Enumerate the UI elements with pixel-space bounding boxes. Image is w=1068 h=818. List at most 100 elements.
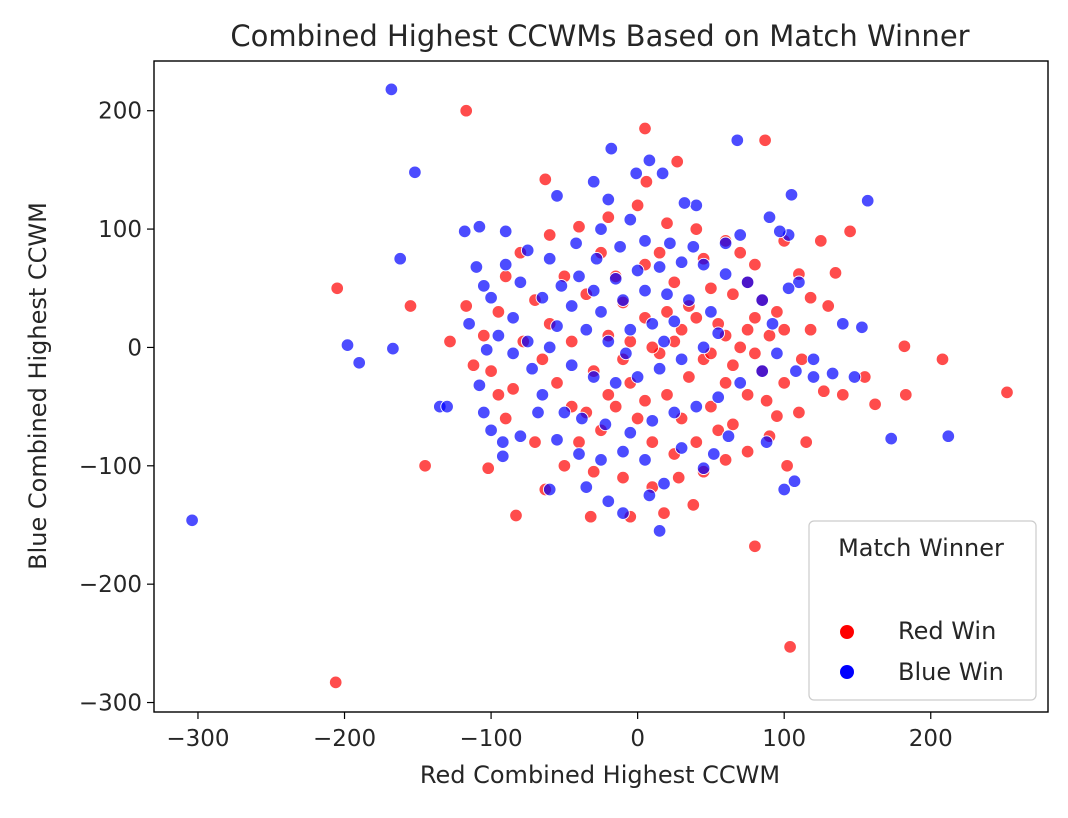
point-red-win-115 — [733, 245, 747, 260]
point-red-win-14 — [509, 508, 523, 523]
point-red-win-46 — [718, 453, 733, 467]
point-blue-win-84 — [608, 272, 623, 286]
point-red-win-11 — [443, 334, 457, 349]
point-blue-win-78 — [740, 275, 755, 290]
point-blue-win-72 — [711, 390, 725, 404]
point-red-win-117 — [572, 435, 586, 449]
point-blue-win-16 — [498, 224, 513, 239]
point-blue-win-49 — [773, 224, 787, 239]
point-red-win-112 — [652, 245, 667, 260]
point-red-win-126 — [740, 322, 755, 337]
point-red-win-10 — [459, 299, 473, 313]
point-red-win-12 — [466, 358, 481, 372]
point-blue-win-20 — [477, 279, 491, 293]
point-blue-win-134 — [792, 275, 806, 290]
point-red-win-101 — [704, 399, 718, 414]
point-red-win-122 — [645, 340, 660, 355]
point-red-win-58 — [491, 305, 506, 319]
point-red-win-111 — [506, 382, 520, 396]
point-red-win-56 — [484, 364, 498, 378]
point-blue-win-55 — [623, 212, 638, 227]
y-tick-label: 200 — [98, 99, 142, 125]
point-blue-win-73 — [733, 376, 747, 390]
point-blue-win-28 — [513, 429, 528, 443]
point-red-win-68 — [748, 257, 762, 272]
point-blue-win-76 — [765, 317, 780, 331]
point-red-win-43 — [792, 405, 806, 420]
point-blue-win-126 — [884, 431, 898, 446]
point-blue-win-63 — [525, 361, 539, 376]
legend-label-red-win: Red Win — [898, 617, 996, 645]
point-red-win-119 — [726, 417, 740, 432]
point-blue-win-24 — [472, 378, 487, 393]
point-blue-win-100 — [638, 283, 652, 298]
point-blue-win-32 — [616, 506, 630, 520]
point-red-win-102 — [718, 376, 733, 390]
point-red-win-106 — [711, 423, 725, 438]
point-red-win-135 — [638, 393, 652, 408]
point-blue-win-25 — [477, 405, 491, 420]
point-blue-win-121 — [594, 453, 608, 467]
point-blue-win-95 — [696, 340, 711, 355]
point-blue-win-2 — [393, 251, 407, 266]
point-blue-win-80 — [696, 257, 711, 272]
point-blue-win-41 — [789, 364, 803, 378]
point-blue-win-123 — [638, 453, 652, 467]
point-blue-win-81 — [674, 255, 689, 269]
point-blue-win-7 — [185, 513, 199, 528]
point-blue-win-110 — [572, 269, 586, 284]
point-blue-win-131 — [491, 328, 506, 343]
legend-marker-blue-win — [840, 665, 854, 679]
point-red-win-31 — [1000, 385, 1014, 400]
point-red-win-16 — [583, 509, 598, 524]
point-blue-win-38 — [759, 435, 774, 449]
point-red-win-53 — [528, 435, 542, 449]
point-blue-win-30 — [579, 480, 594, 494]
x-tick-label: −200 — [313, 726, 376, 752]
point-blue-win-112 — [613, 240, 627, 254]
point-red-win-109 — [535, 352, 550, 367]
point-blue-win-68 — [623, 425, 638, 440]
point-blue-win-136 — [498, 257, 513, 272]
point-red-win-54 — [498, 411, 513, 426]
point-blue-win-61 — [506, 311, 520, 325]
point-red-win-62 — [572, 219, 586, 234]
point-red-win-36 — [803, 290, 818, 305]
point-red-win-131 — [726, 358, 740, 372]
point-red-win-22 — [780, 459, 794, 473]
point-red-win-18 — [657, 506, 671, 520]
x-tick-label: 0 — [630, 726, 645, 752]
point-blue-win-53 — [689, 198, 704, 213]
point-red-win-48 — [671, 470, 686, 485]
point-red-win-105 — [689, 435, 704, 449]
point-blue-win-96 — [711, 326, 725, 340]
point-red-win-5 — [639, 174, 654, 189]
point-red-win-132 — [748, 346, 762, 361]
point-blue-win-82 — [652, 260, 667, 274]
point-blue-win-19 — [469, 260, 484, 274]
point-blue-win-75 — [770, 346, 784, 361]
point-red-win-64 — [630, 198, 645, 213]
point-red-win-103 — [740, 388, 755, 402]
point-red-win-52 — [557, 459, 572, 473]
point-red-win-45 — [740, 444, 755, 459]
legend-title: Match Winner — [838, 534, 1004, 562]
point-blue-win-104 — [601, 334, 616, 349]
point-blue-win-47 — [784, 188, 799, 202]
point-blue-win-8 — [730, 133, 745, 148]
point-red-win-57 — [477, 328, 491, 343]
point-blue-win-43 — [825, 366, 840, 381]
point-red-win-66 — [689, 222, 704, 236]
point-red-win-6 — [330, 281, 344, 296]
point-red-win-133 — [601, 388, 616, 402]
point-red-win-51 — [586, 464, 601, 479]
point-blue-win-88 — [542, 340, 557, 355]
point-blue-win-33 — [652, 524, 667, 538]
point-blue-win-125 — [721, 429, 736, 443]
legend-marker-red-win — [840, 625, 854, 639]
point-blue-win-132 — [484, 423, 498, 438]
point-blue-win-86 — [564, 299, 579, 313]
point-blue-win-69 — [645, 414, 660, 428]
point-red-win-24 — [817, 384, 831, 398]
point-red-win-87 — [667, 275, 682, 290]
